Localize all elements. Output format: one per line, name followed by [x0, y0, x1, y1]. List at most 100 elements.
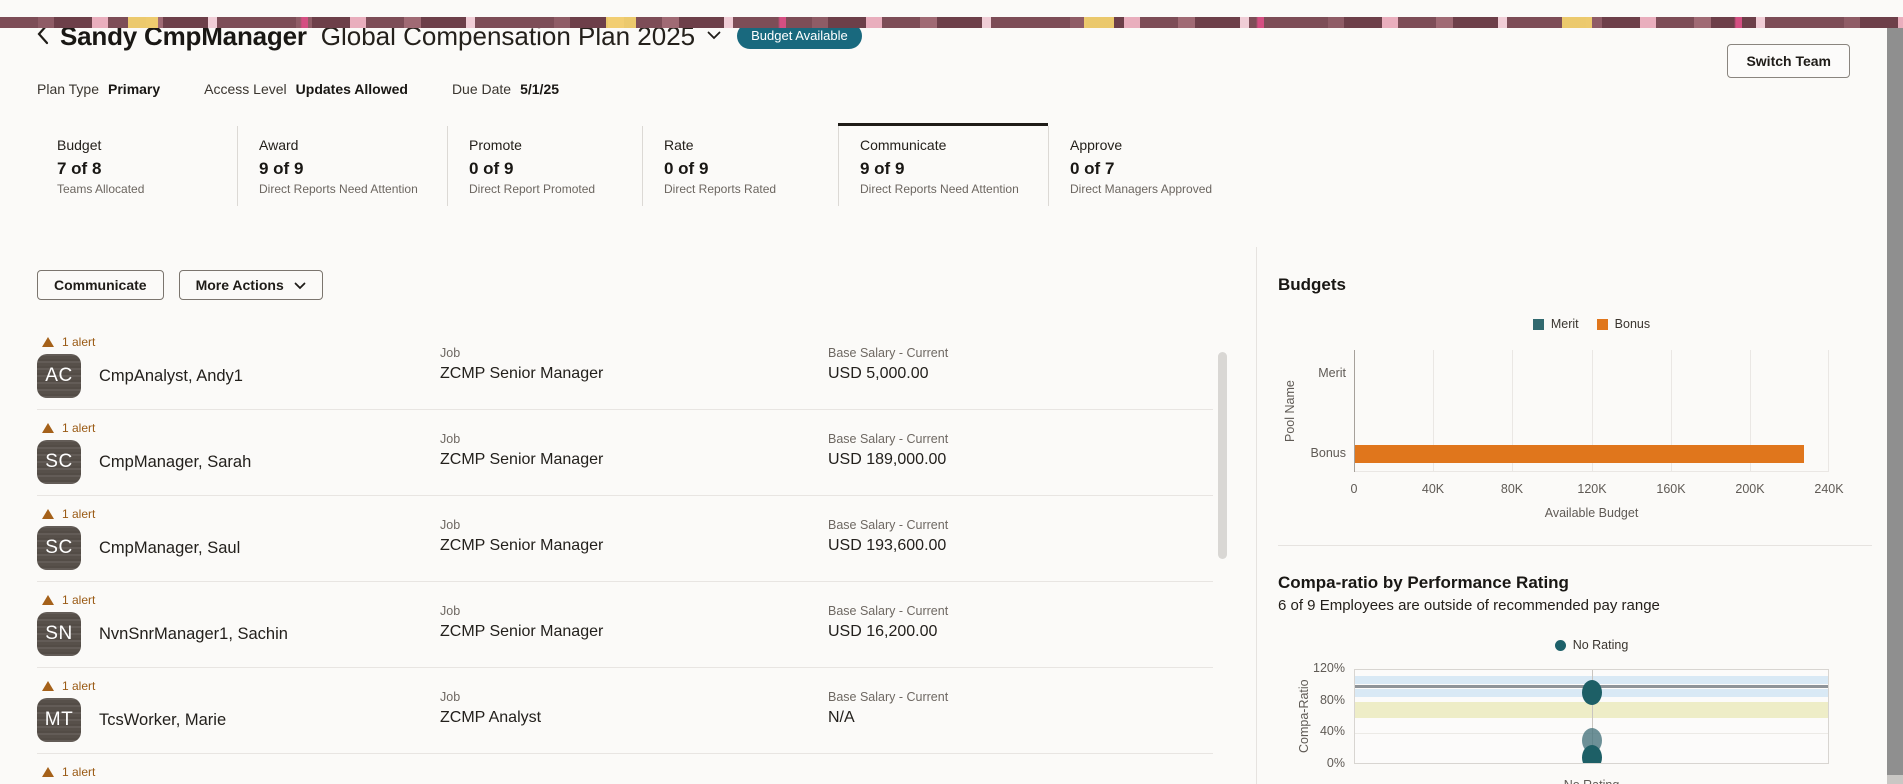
salary-label: Base Salary - Current — [828, 518, 949, 532]
salary-value: USD 189,000.00 — [828, 451, 947, 468]
meta-due-date: Due Date 5/1/25 — [452, 81, 559, 97]
legend-label: No Rating — [1572, 638, 1629, 652]
tab-rate[interactable]: Rate 0 of 9 Direct Reports Rated — [642, 123, 838, 206]
chevron-down-icon — [707, 27, 721, 45]
tab-count: 9 of 9 — [259, 159, 304, 178]
analytics-panel: Budgets Merit Bonus Pool Name Merit Bonu… — [1256, 247, 1887, 784]
warning-icon — [42, 422, 54, 433]
plan-selector-dropdown[interactable] — [707, 27, 721, 45]
row-alert[interactable]: 1 alert — [42, 592, 1213, 607]
job-label: Job — [440, 346, 461, 360]
y-tick: 120% — [1313, 661, 1345, 675]
x-tick: 240K — [1814, 482, 1844, 496]
compa-y-axis-title: Compa-Ratio — [1297, 679, 1311, 754]
employee-row[interactable]: 1 alert AC CmpAnalyst, Andy1 Job ZCMP Se… — [37, 324, 1213, 410]
tab-subtext: Direct Reports Rated — [664, 182, 777, 196]
tab-approve[interactable]: Approve 0 of 7 Direct Managers Approved — [1048, 123, 1250, 206]
x-tick: 40K — [1421, 482, 1445, 496]
compa-legend: No Rating — [1354, 638, 1829, 652]
job-label: Job — [440, 432, 461, 446]
employee-row-partial[interactable]: 1 alert — [37, 754, 1213, 779]
salary-value: USD 193,600.00 — [828, 537, 947, 554]
job-column: Job ZCMP Senior Manager — [440, 518, 603, 555]
bonus-bar[interactable] — [1355, 445, 1804, 463]
switch-team-button[interactable]: Switch Team — [1727, 44, 1850, 78]
salary-value: USD 16,200.00 — [828, 623, 938, 640]
tab-budget[interactable]: Budget 7 of 8 Teams Allocated — [37, 123, 237, 206]
category-label-merit: Merit — [1318, 366, 1346, 380]
employee-name[interactable]: NvnSnrManager1, Sachin — [99, 624, 288, 643]
x-tick: 200K — [1735, 482, 1765, 496]
tab-label: Rate — [664, 137, 694, 153]
job-column: Job ZCMP Senior Manager — [440, 604, 603, 641]
compa-chart-title: Compa-ratio by Performance Rating — [1278, 573, 1569, 592]
employee-name[interactable]: TcsWorker, Marie — [99, 710, 227, 729]
budgets-legend: Merit Bonus — [1354, 317, 1829, 331]
tab-promote[interactable]: Promote 0 of 9 Direct Report Promoted — [447, 123, 642, 206]
employee-row[interactable]: 1 alert SC CmpManager, Sarah Job ZCMP Se… — [37, 410, 1213, 496]
compa-plot-area — [1354, 669, 1829, 764]
direct-reports-list: 1 alert AC CmpAnalyst, Andy1 Job ZCMP Se… — [37, 324, 1213, 779]
alert-label: 1 alert — [62, 420, 96, 435]
employee-name[interactable]: CmpAnalyst, Andy1 — [99, 366, 243, 385]
employee-row[interactable]: 1 alert SC CmpManager, Saul Job ZCMP Sen… — [37, 496, 1213, 582]
x-tick: 0 — [1350, 482, 1358, 496]
row-alert[interactable]: 1 alert — [42, 764, 1213, 779]
page-scrollbar-thumb[interactable] — [1887, 28, 1903, 775]
salary-value: N/A — [828, 709, 855, 726]
page-scrollbar[interactable] — [1887, 28, 1903, 784]
warning-icon — [42, 594, 54, 605]
employee-row[interactable]: 1 alert SN NvnSnrManager1, Sachin Job ZC… — [37, 582, 1213, 668]
employee-name[interactable]: CmpManager, Sarah — [99, 452, 252, 471]
job-label: Job — [440, 690, 461, 704]
row-alert[interactable]: 1 alert — [42, 334, 1213, 349]
plan-meta-row: Plan Type Primary Access Level Updates A… — [37, 81, 1903, 97]
gridline — [1592, 350, 1593, 472]
avatar: SC — [37, 526, 81, 570]
salary-label: Base Salary - Current — [828, 432, 949, 446]
alert-label: 1 alert — [62, 592, 96, 607]
job-label: Job — [440, 518, 461, 532]
alert-label: 1 alert — [62, 506, 96, 521]
tab-subtext: Direct Report Promoted — [469, 182, 596, 196]
legend-label: Bonus — [1614, 317, 1651, 331]
avatar: SC — [37, 440, 81, 484]
y-tick: 40% — [1319, 724, 1345, 738]
budgets-x-axis-title: Available Budget — [1544, 506, 1639, 520]
gridline — [1828, 350, 1829, 472]
row-alert[interactable]: 1 alert — [42, 506, 1213, 521]
list-scrollbar-thumb[interactable] — [1218, 352, 1227, 559]
communicate-button[interactable]: Communicate — [37, 270, 164, 300]
employee-row[interactable]: 1 alert MT TcsWorker, Marie Job ZCMP Ana… — [37, 668, 1213, 754]
x-tick: 160K — [1656, 482, 1686, 496]
row-alert[interactable]: 1 alert — [42, 420, 1213, 435]
meta-label: Due Date — [451, 81, 512, 97]
job-value: ZCMP Senior Manager — [440, 365, 604, 382]
warning-icon — [42, 336, 54, 347]
gridline — [1512, 350, 1513, 472]
salary-column: Base Salary - Current USD 193,600.00 — [828, 518, 948, 555]
plan-step-tabs: Budget 7 of 8 Teams Allocated Award 9 of… — [37, 123, 1903, 206]
decorative-top-banner — [0, 17, 1903, 28]
x-tick: 80K — [1500, 482, 1524, 496]
tab-award[interactable]: Award 9 of 9 Direct Reports Need Attenti… — [237, 123, 447, 206]
employee-name[interactable]: CmpManager, Saul — [99, 538, 241, 557]
warning-icon — [42, 680, 54, 691]
bubble-9pct[interactable] — [1582, 745, 1602, 763]
row-alert[interactable]: 1 alert — [42, 678, 1213, 693]
meta-label: Access Level — [204, 81, 287, 97]
more-actions-button[interactable]: More Actions — [178, 270, 323, 300]
y-tick: 80% — [1319, 693, 1345, 707]
tab-label: Award — [259, 137, 299, 153]
tab-subtext: Direct Reports Need Attention — [259, 182, 418, 196]
job-label: Job — [440, 604, 461, 618]
meta-value: 5/1/25 — [520, 81, 560, 97]
salary-label: Base Salary - Current — [828, 690, 949, 704]
tab-communicate-active[interactable]: Communicate 9 of 9 Direct Reports Need A… — [838, 123, 1048, 206]
list-toolbar: Communicate More Actions — [37, 270, 1903, 300]
tab-count: 0 of 7 — [1070, 159, 1115, 178]
alert-label: 1 alert — [62, 334, 96, 349]
tab-count: 0 of 9 — [469, 159, 514, 178]
tab-label: Budget — [57, 137, 102, 153]
bubble-91pct[interactable] — [1582, 680, 1602, 705]
